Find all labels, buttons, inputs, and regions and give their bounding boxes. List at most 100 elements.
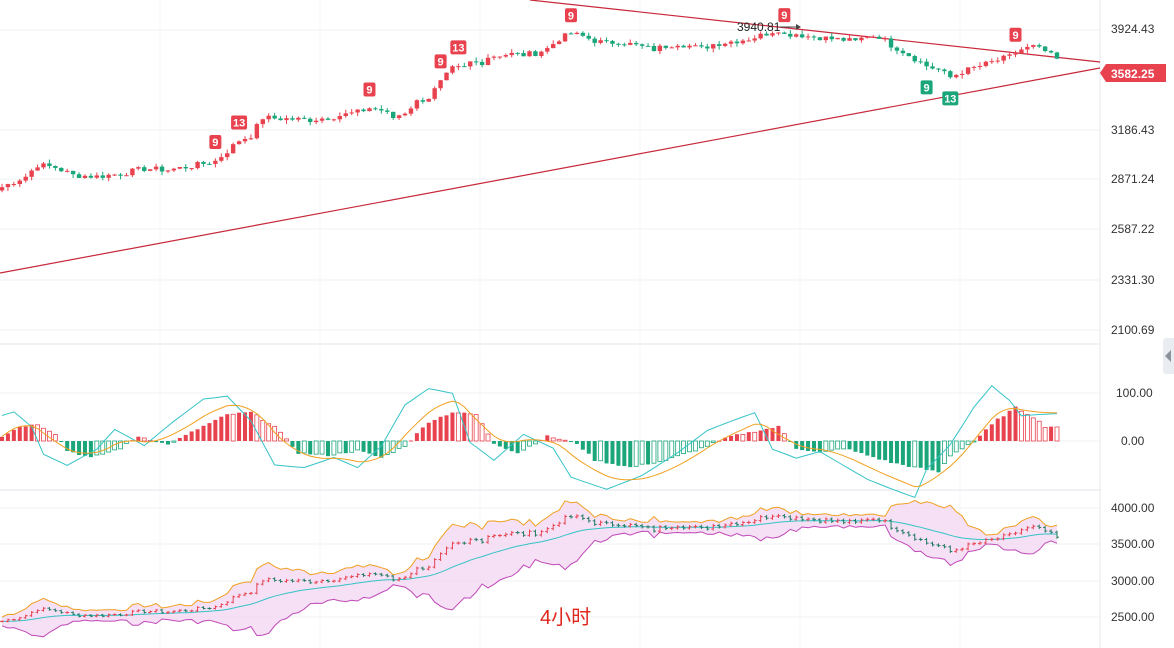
td-marker: 13 (231, 115, 248, 130)
candle-body (900, 50, 906, 54)
macd-histogram-bar (408, 440, 413, 442)
td-marker-label: 9 (438, 56, 444, 68)
macd-panel (0, 384, 1060, 499)
candle-body (746, 40, 751, 42)
macd-histogram-bar (592, 441, 597, 462)
macd-histogram-bar (764, 428, 769, 441)
td-marker: 9 (778, 8, 791, 23)
panel-collapse-handle[interactable] (1163, 338, 1174, 374)
candle-body (70, 170, 76, 175)
macd-histogram-bar (361, 441, 366, 452)
macd-histogram-bar (800, 441, 805, 451)
price-axis[interactable]: 3924.43 3186.43 2871.24 2587.22 2331.30 … (1111, 22, 1155, 624)
macd-histogram-bar (794, 441, 799, 449)
td-marker-label: 13 (452, 42, 464, 54)
candle-body (1042, 46, 1048, 51)
macd-axis-tick: 100.00 (1116, 386, 1153, 400)
candle-body (965, 67, 971, 74)
macd-histogram-bar (497, 441, 502, 447)
macd-histogram-bar (141, 437, 147, 442)
macd-histogram-bar (491, 441, 496, 444)
macd-histogram-bar (1001, 416, 1006, 441)
candle-body (681, 45, 686, 48)
candle-body (977, 65, 983, 67)
candle-body (1037, 45, 1042, 47)
macd-histogram-bar (479, 423, 485, 442)
macd-histogram-bar (35, 424, 40, 442)
candle-body (835, 37, 840, 40)
candle-body (841, 37, 846, 41)
candle-body (426, 98, 431, 102)
macd-histogram-bar (266, 423, 272, 442)
macd-histogram-bar (313, 440, 319, 455)
bollinger-lower-line (1, 524, 1058, 638)
last-price-tag-bg (1100, 64, 1166, 82)
macd-histogram-bar (485, 433, 491, 442)
candle-body (562, 33, 568, 42)
macd-histogram-bar (912, 440, 918, 468)
candle-body (468, 61, 473, 67)
macd-histogram-bar (646, 441, 651, 465)
candle-body (254, 124, 260, 139)
candle-body (390, 111, 396, 118)
candle-body (811, 36, 817, 38)
macd-histogram-bar (633, 440, 639, 467)
boll-axis-tick: 4000.00 (1111, 501, 1155, 515)
macd-histogram-bar (136, 436, 141, 441)
macd-histogram-bar (1013, 406, 1018, 441)
candle-body (598, 40, 603, 43)
candle-body (930, 66, 935, 69)
macd-histogram-bar (995, 418, 1000, 441)
macd-histogram-bar (930, 441, 935, 471)
macd-histogram-bar (610, 441, 615, 464)
macd-histogram-bar (503, 441, 508, 449)
candle-body (669, 47, 674, 49)
candle-body (420, 100, 426, 102)
macd-histogram-bar (983, 429, 988, 441)
candle-body (942, 69, 947, 72)
macd-histogram-bar (877, 441, 882, 460)
macd-histogram-bar (248, 411, 253, 441)
macd-histogram-bar (628, 441, 633, 468)
candlestick-series[interactable] (0, 30, 1060, 193)
candle-body (556, 41, 562, 45)
candle-body (142, 167, 147, 171)
macd-histogram-bar (758, 430, 763, 441)
candle-body (17, 180, 22, 185)
macd-dif-line (1, 384, 1058, 499)
candle-body (88, 175, 94, 178)
trendlines[interactable] (0, 0, 1101, 274)
candle-body (402, 113, 408, 116)
macd-histogram-bar (853, 441, 858, 452)
macd-histogram-bar (521, 440, 526, 451)
candle-body (438, 80, 443, 89)
macd-histogram-bar (847, 441, 852, 450)
candle-body (319, 118, 325, 121)
candle-body (847, 38, 852, 41)
candle-body (936, 68, 941, 70)
candle-body (580, 32, 586, 36)
td-marker: 13 (942, 91, 959, 106)
price-axis-tick: 3924.43 (1111, 22, 1155, 36)
macd-histogram-bar (308, 441, 313, 455)
td-marker: 9 (434, 54, 447, 69)
macd-histogram-bar (384, 440, 390, 455)
candle-body (1001, 55, 1006, 61)
candle-body (876, 36, 882, 39)
candle-body (82, 175, 88, 178)
macd-histogram-bar (698, 440, 704, 449)
macd-histogram-bar (94, 440, 100, 456)
macd-histogram-bar (160, 441, 165, 443)
td-marker-label: 13 (233, 118, 245, 130)
macd-histogram-bar (509, 441, 514, 452)
bollinger-band-fill (2, 500, 1057, 637)
candle-body (912, 56, 917, 62)
candle-body (918, 61, 923, 63)
candle-body (290, 118, 295, 120)
candle-body (343, 113, 348, 117)
macd-histogram-bar (918, 441, 923, 468)
macd-histogram-bar (965, 440, 971, 446)
macd-histogram-bar (1049, 426, 1054, 441)
macd-histogram-bar (604, 441, 609, 464)
